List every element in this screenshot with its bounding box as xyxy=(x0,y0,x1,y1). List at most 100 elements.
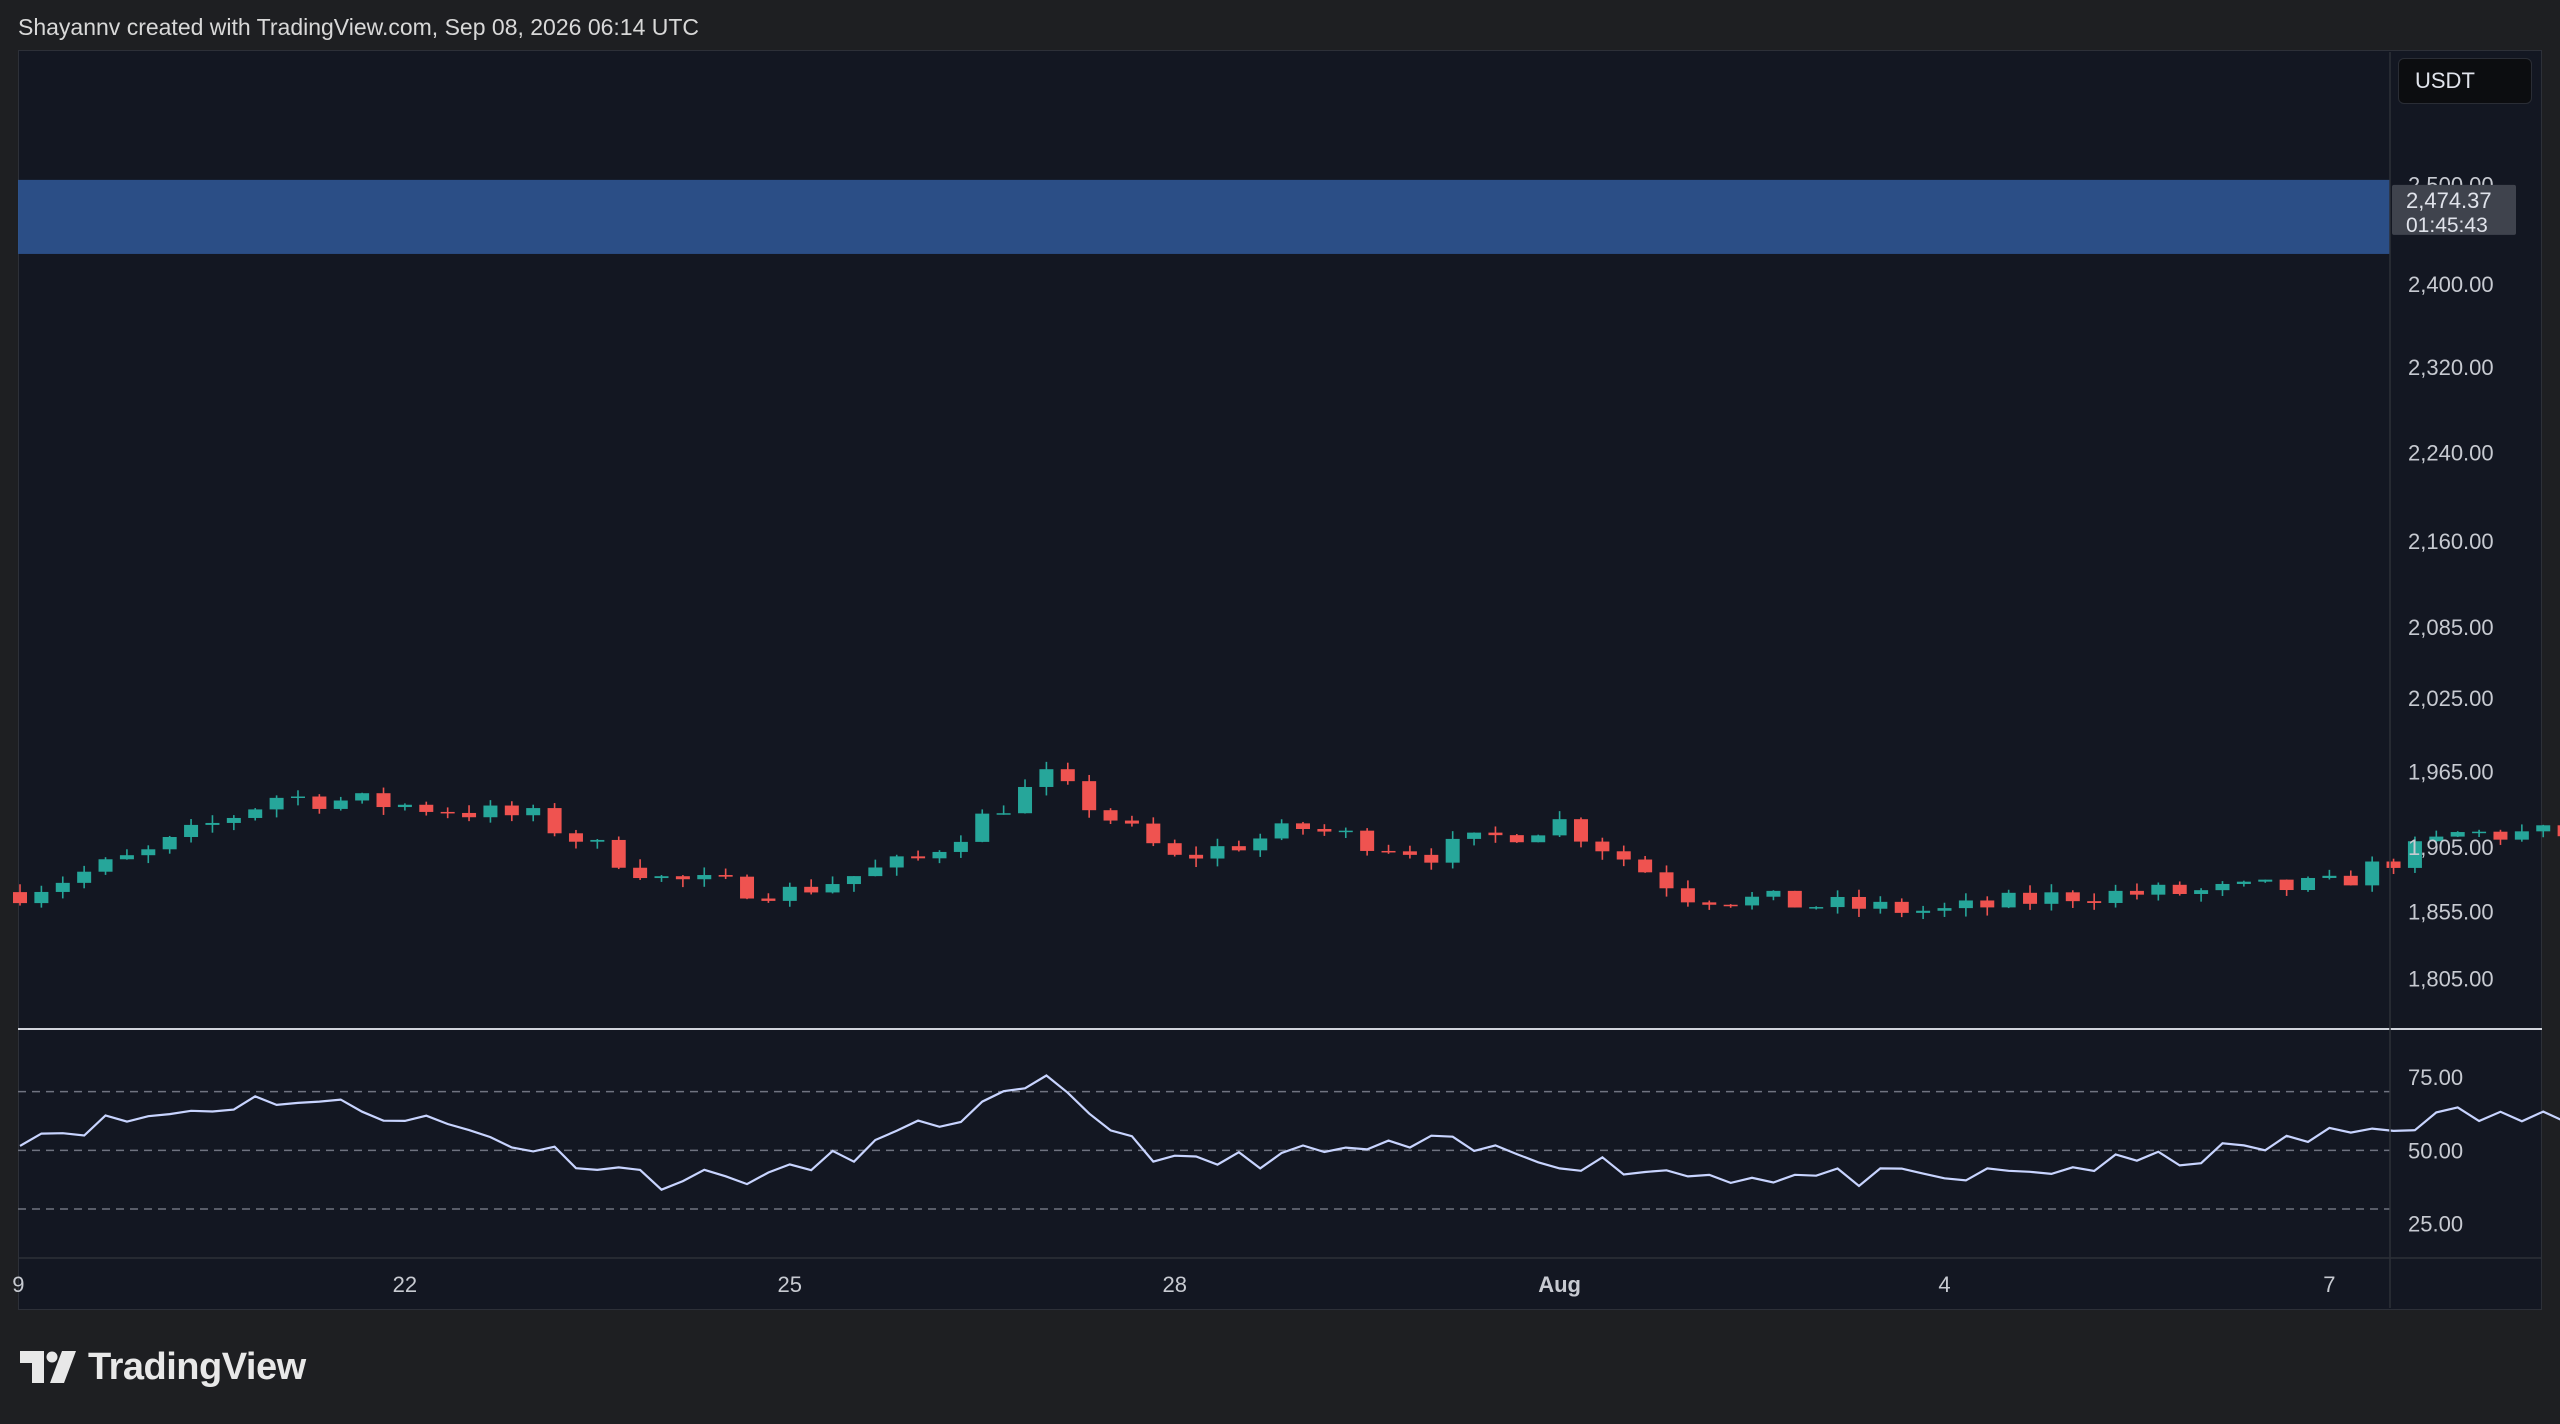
quote-currency-label[interactable]: USDT xyxy=(2398,58,2532,104)
candle xyxy=(1937,902,1952,917)
candle xyxy=(1103,808,1118,825)
candle xyxy=(462,805,477,822)
candle xyxy=(77,865,92,889)
candle xyxy=(782,882,797,907)
candle xyxy=(355,792,370,804)
candle xyxy=(184,819,199,843)
candle xyxy=(2322,869,2337,880)
candle xyxy=(2258,879,2273,883)
candle-countdown: 01:45:43 xyxy=(2406,214,2488,237)
time-tick-label: 4 xyxy=(1938,1272,1950,1297)
candle xyxy=(1531,834,1546,843)
candle xyxy=(483,800,498,823)
candle xyxy=(34,885,49,908)
candle xyxy=(376,787,391,815)
candle xyxy=(1680,880,1695,907)
candle xyxy=(953,835,968,858)
candle xyxy=(2279,879,2294,896)
candle xyxy=(718,868,733,880)
candle xyxy=(1402,845,1417,859)
candle xyxy=(2065,890,2080,908)
candle xyxy=(1509,833,1524,843)
candle xyxy=(1745,891,1760,910)
candle xyxy=(2472,829,2487,837)
candle xyxy=(290,790,305,806)
rsi-tick-label: 50.00 xyxy=(2408,1138,2463,1163)
candle xyxy=(1018,779,1033,814)
candle xyxy=(1189,846,1204,868)
price-tick-label: 1,805.00 xyxy=(2408,966,2494,991)
candle xyxy=(2301,876,2316,892)
candle xyxy=(1253,833,1268,857)
current-price-value: 2,474.37 xyxy=(2406,188,2492,213)
candle xyxy=(2194,888,2209,902)
candle xyxy=(1210,838,1225,867)
candle xyxy=(55,876,70,899)
candle xyxy=(1958,893,1973,917)
candle xyxy=(1296,821,1310,835)
candle xyxy=(2365,856,2380,892)
candle xyxy=(333,796,348,811)
candles-layer xyxy=(13,761,2560,920)
candle xyxy=(1167,839,1182,857)
candle xyxy=(932,850,947,864)
candle xyxy=(654,874,669,882)
candle xyxy=(1766,890,1781,901)
time-tick-label: 7 xyxy=(2323,1272,2335,1297)
candle xyxy=(1702,900,1717,910)
time-tick-label: 22 xyxy=(393,1272,417,1297)
candle xyxy=(633,859,648,880)
rsi-tick-label: 25.00 xyxy=(2408,1212,2463,1237)
candle xyxy=(590,838,605,849)
chart-frame[interactable] xyxy=(18,50,2542,1310)
candle xyxy=(1638,855,1653,873)
tradingview-logo-text: TradingView xyxy=(88,1345,306,1388)
price-tick-label: 2,160.00 xyxy=(2408,529,2494,554)
price-tick-label: 1,855.00 xyxy=(2408,900,2494,925)
candle xyxy=(1360,828,1375,856)
axes-layer: 2,500.002,400.002,320.002,240.002,160.00… xyxy=(12,52,2542,1308)
candle xyxy=(13,884,27,906)
candle xyxy=(1317,824,1332,836)
price-tick-label: 1,905.00 xyxy=(2408,835,2494,860)
candle xyxy=(911,850,926,861)
candle xyxy=(2536,824,2551,838)
candle xyxy=(1424,848,1439,870)
candle xyxy=(2087,893,2102,910)
time-tick-label: 9 xyxy=(12,1272,24,1297)
time-tick-label: 28 xyxy=(1162,1272,1186,1297)
candle xyxy=(2514,824,2529,842)
candle xyxy=(1873,896,1888,914)
candle xyxy=(1552,811,1567,838)
candle xyxy=(226,815,241,831)
candle xyxy=(1338,827,1353,838)
candle xyxy=(1060,762,1075,785)
candle xyxy=(868,859,883,877)
candle xyxy=(312,794,327,814)
zones-layer xyxy=(18,179,2390,254)
candle xyxy=(2429,830,2444,848)
candle xyxy=(1274,819,1289,841)
candle xyxy=(419,801,434,816)
time-tick-label: 25 xyxy=(778,1272,802,1297)
price-tick-label: 2,240.00 xyxy=(2408,440,2494,465)
candle xyxy=(2215,881,2230,896)
candle xyxy=(269,795,284,818)
candle xyxy=(141,845,156,864)
candle xyxy=(1124,815,1139,827)
candle xyxy=(1231,840,1246,852)
candle xyxy=(397,803,412,811)
candle xyxy=(740,874,755,900)
candle xyxy=(761,893,776,903)
candle xyxy=(1488,826,1503,843)
tradingview-logo: TradingView xyxy=(18,1342,306,1392)
candle xyxy=(1146,817,1161,847)
candle xyxy=(2151,882,2166,901)
candle xyxy=(1894,898,1909,918)
candle xyxy=(975,809,990,843)
candle xyxy=(804,879,819,895)
candle xyxy=(675,875,690,888)
candle xyxy=(2450,831,2465,837)
candle xyxy=(98,857,113,875)
